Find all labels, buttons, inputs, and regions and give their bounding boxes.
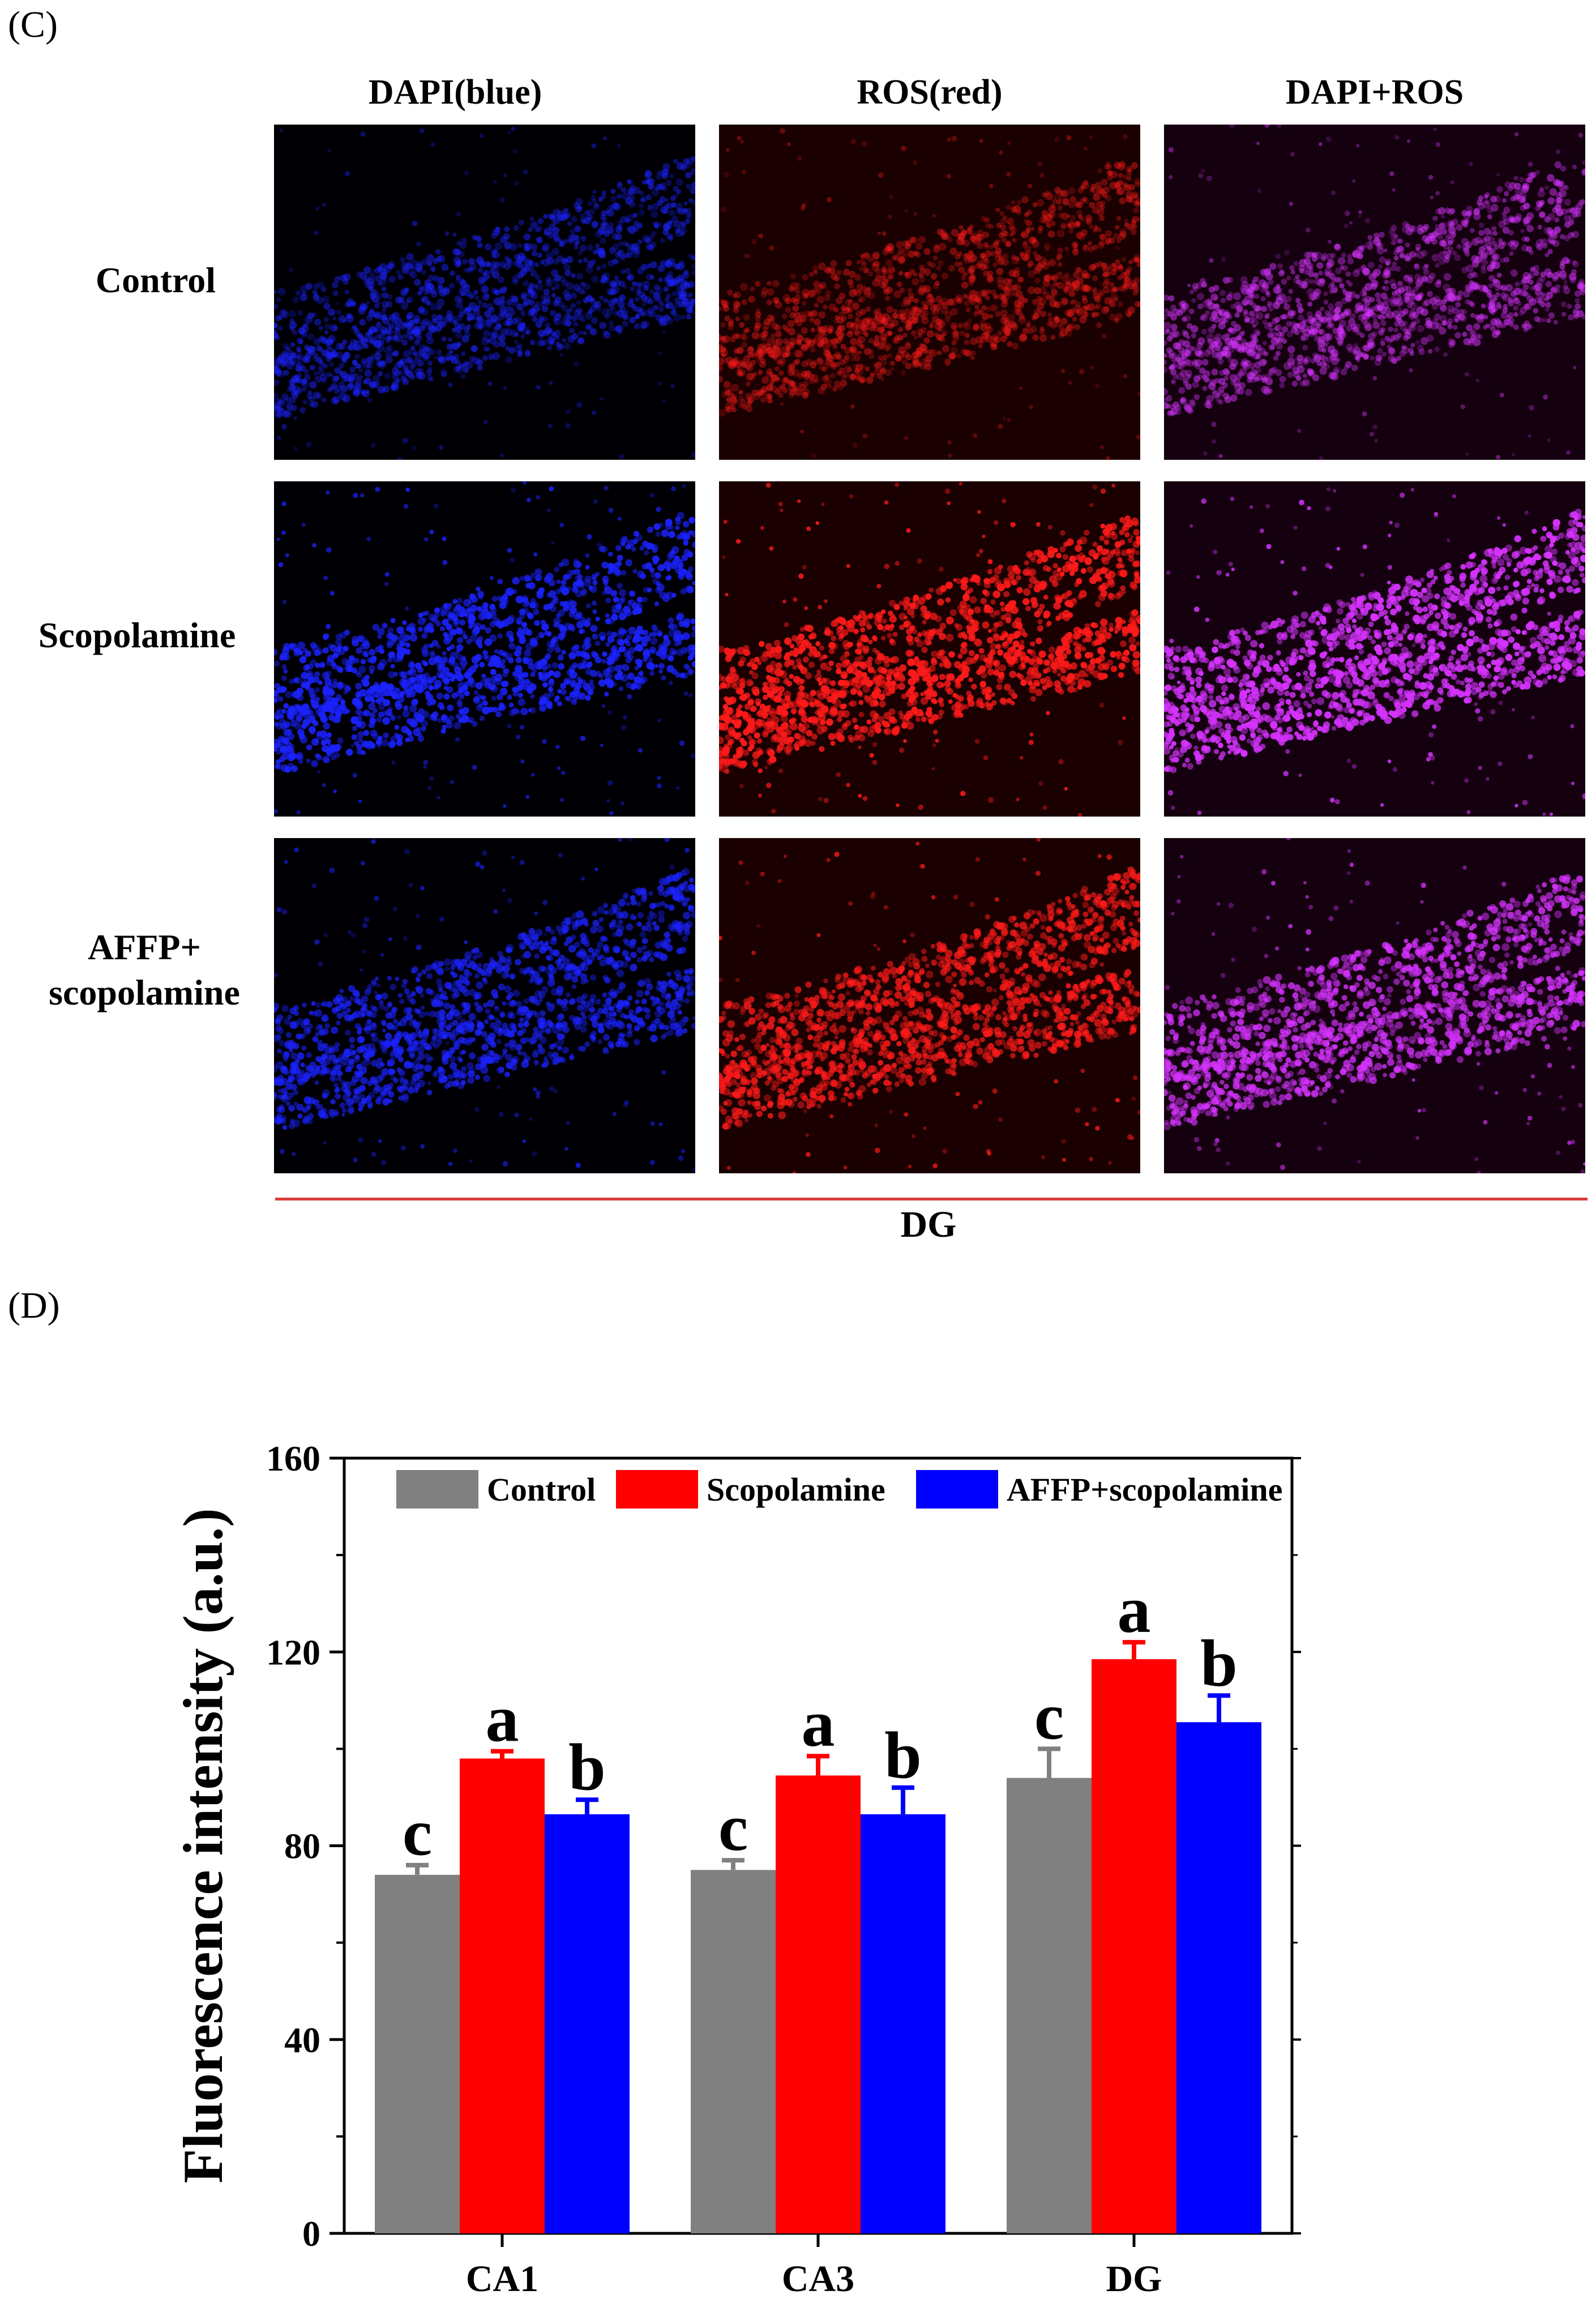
column-header-dapi: DAPI(blue) bbox=[245, 72, 666, 113]
row-header-affp-line-2: scopolamine bbox=[6, 970, 283, 1015]
y-tick-label: 40 bbox=[284, 2020, 320, 2060]
legend-label-scopolamine: Scopolamine bbox=[707, 1471, 885, 1508]
row-header-scopolamine: Scopolamine bbox=[0, 613, 274, 658]
row-header-affp-scopolamine: AFFP+ scopolamine bbox=[6, 925, 283, 1015]
x-tick-label-dg: DG bbox=[1106, 2258, 1162, 2300]
micrograph-scopolamine-merge bbox=[1164, 481, 1585, 817]
micrograph-affp-scopolamine-merge bbox=[1164, 838, 1585, 1173]
region-label-dg: DG bbox=[815, 1203, 1042, 1246]
bar-dg-scopolamine bbox=[1092, 1659, 1176, 2233]
bar-ca3-scopolamine bbox=[776, 1775, 861, 2233]
micrograph-affp-scopolamine-ros bbox=[719, 838, 1140, 1173]
column-header-merge: DAPI+ROS bbox=[1164, 72, 1585, 113]
micrograph-control-ros bbox=[719, 125, 1140, 460]
y-tick-label: 120 bbox=[266, 1632, 320, 1672]
significance-letter: a bbox=[802, 1686, 835, 1761]
y-axis-title: Fluorescence intensity (a.u.) bbox=[172, 1508, 234, 2183]
row-header-scopolamine-line: Scopolamine bbox=[0, 613, 274, 658]
bar-dg-control bbox=[1007, 1778, 1092, 2233]
y-tick-label: 160 bbox=[266, 1438, 320, 1479]
significance-letter: c bbox=[403, 1796, 432, 1870]
legend-swatch-control bbox=[396, 1470, 478, 1509]
micrograph-affp-scopolamine-dapi bbox=[274, 838, 695, 1173]
row-header-control-line: Control bbox=[17, 258, 294, 303]
row-header-control: Control bbox=[17, 258, 294, 303]
micrograph-scopolamine-dapi bbox=[274, 481, 695, 817]
significance-letter: c bbox=[1034, 1679, 1064, 1753]
legend-swatch-scopolamine bbox=[616, 1470, 698, 1509]
bar-ca1-scopolamine bbox=[460, 1758, 545, 2233]
micrograph-control-dapi bbox=[274, 125, 695, 460]
bar-ca1-affp-scopolamine bbox=[545, 1814, 630, 2233]
x-tick-label-ca3: CA3 bbox=[782, 2258, 854, 2300]
y-tick-label: 80 bbox=[284, 1826, 320, 1866]
significance-letter: b bbox=[568, 1730, 606, 1804]
significance-letter: b bbox=[1200, 1626, 1238, 1700]
column-header-ros: ROS(red) bbox=[719, 72, 1140, 113]
legend-label-control: Control bbox=[487, 1471, 596, 1508]
legend-label-affp-scopolamine: AFFP+scopolamine bbox=[1007, 1471, 1282, 1508]
region-divider-line bbox=[275, 1198, 1588, 1200]
x-tick-label-ca1: CA1 bbox=[466, 2258, 538, 2300]
bar-chart-svg: 0 40 80 120 160 Fluorescence intensity (a.u.)… bbox=[0, 1359, 1596, 2300]
bar-ca1-control bbox=[375, 1875, 460, 2233]
micrograph-scopolamine-ros bbox=[719, 481, 1140, 817]
significance-letter: b bbox=[884, 1718, 922, 1792]
micrograph-control-merge bbox=[1164, 125, 1585, 460]
bar-ca3-affp-scopolamine bbox=[861, 1814, 945, 2233]
bar-dg-affp-scopolamine bbox=[1176, 1722, 1261, 2233]
panel-d-label: (D) bbox=[8, 1284, 60, 1327]
y-tick-label: 0 bbox=[302, 2214, 320, 2254]
panel-c-label: (C) bbox=[8, 3, 58, 46]
legend-swatch-affp-scopolamine bbox=[916, 1470, 998, 1509]
bar-chart: 0 40 80 120 160 Fluorescence intensity (a.u.)… bbox=[0, 1359, 1596, 2300]
significance-letter: c bbox=[718, 1791, 748, 1865]
significance-letter: a bbox=[486, 1682, 519, 1756]
bar-ca3-control bbox=[691, 1870, 776, 2233]
significance-letter: a bbox=[1118, 1573, 1151, 1647]
row-header-affp-line-1: AFFP+ bbox=[6, 925, 283, 970]
